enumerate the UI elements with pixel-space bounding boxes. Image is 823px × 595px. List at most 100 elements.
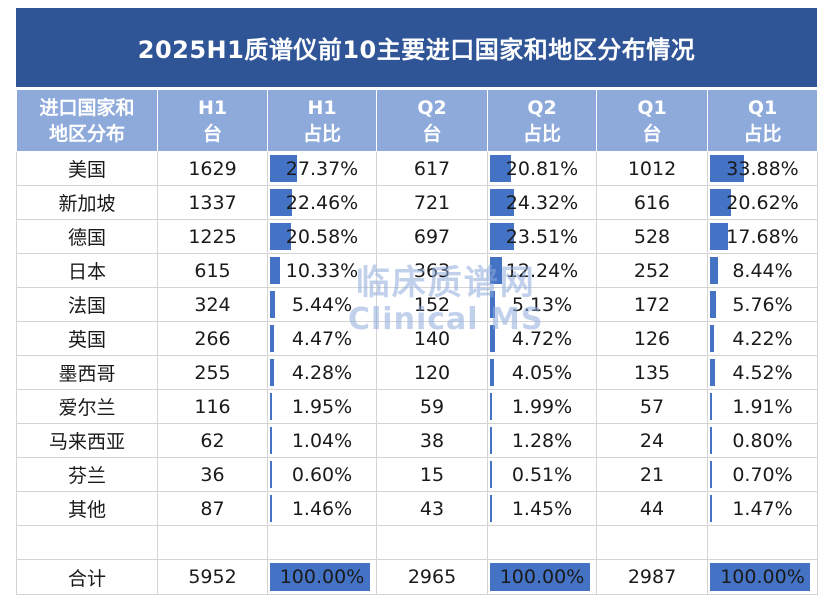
- table-row: 日本 615 10.33% 363 12.24% 252 8.44%: [16, 253, 818, 288]
- q1-pct-bar: [710, 257, 718, 284]
- table-row: 爱尔兰 116 1.95% 59 1.99% 57 1.91%: [16, 389, 818, 424]
- q2-units-cell: 2965: [376, 559, 488, 595]
- header-q2-share: Q2 占比: [487, 89, 597, 152]
- q2-pct-value: 0.51%: [511, 463, 573, 486]
- q2-pct-cell: 100.00%: [487, 559, 597, 595]
- total-row: 合计 5952 100.00% 2965 100.00% 2987 100.00%: [16, 559, 818, 595]
- region-cell: 法国: [16, 287, 158, 322]
- table-row: 德国 1225 20.58% 697 23.51% 528 17.68%: [16, 219, 818, 254]
- h1-pct-cell: 5.44%: [267, 287, 377, 322]
- region-cell: 马来西亚: [16, 423, 158, 458]
- q2-pct-cell: 20.81%: [487, 151, 597, 186]
- q2-pct-value: 4.72%: [511, 327, 573, 350]
- q2-pct-cell: 0.51%: [487, 457, 597, 492]
- q1-pct-bar: [710, 427, 712, 454]
- q2-units-cell: 59: [376, 389, 488, 424]
- q1-pct-value: 20.62%: [726, 191, 799, 214]
- q2-pct-cell: 1.45%: [487, 491, 597, 526]
- q1-units-cell: 44: [596, 491, 708, 526]
- q1-pct-value: 0.70%: [732, 463, 793, 486]
- h1-pct-cell: 10.33%: [267, 253, 377, 288]
- q2-pct-bar: [490, 393, 492, 420]
- header-h1-units: H1 台: [157, 89, 268, 152]
- table-row: 法国 324 5.44% 152 5.13% 172 5.76%: [16, 287, 818, 322]
- h1-pct-cell: 0.60%: [267, 457, 377, 492]
- h1-pct-value: 1.04%: [291, 429, 353, 452]
- region-cell: 日本: [16, 253, 158, 288]
- table-row: 墨西哥 255 4.28% 120 4.05% 135 4.52%: [16, 355, 818, 390]
- q2-pct-cell: 4.72%: [487, 321, 597, 356]
- h1-units-cell: 36: [157, 457, 268, 492]
- blank-cell: [487, 525, 597, 560]
- q2-pct-bar: [490, 495, 492, 522]
- q1-pct-bar: [710, 155, 744, 182]
- q1-units-cell: 172: [596, 287, 708, 322]
- q1-units-cell: 528: [596, 219, 708, 254]
- q1-pct-cell: 8.44%: [707, 253, 818, 288]
- region-cell: 德国: [16, 219, 158, 254]
- h1-units-cell: 266: [157, 321, 268, 356]
- h1-pct-value: 4.47%: [291, 327, 353, 350]
- h1-pct-bar: [270, 291, 275, 318]
- q2-units-cell: 15: [376, 457, 488, 492]
- table-row: 马来西亚 62 1.04% 38 1.28% 24 0.80%: [16, 423, 818, 458]
- table-row: 其他 87 1.46% 43 1.45% 44 1.47%: [16, 491, 818, 526]
- q2-pct-bar: [490, 359, 494, 386]
- q2-pct-cell: 4.05%: [487, 355, 597, 390]
- h1-pct-bar: [270, 427, 272, 454]
- h1-units-cell: 5952: [157, 559, 268, 595]
- q1-pct-value: 33.88%: [726, 157, 799, 180]
- h1-pct-value: 0.60%: [291, 463, 353, 486]
- q1-pct-bar: [710, 359, 715, 386]
- q1-pct-cell: 100.00%: [707, 559, 818, 595]
- q2-pct-cell: 24.32%: [487, 185, 597, 220]
- q1-pct-cell: 17.68%: [707, 219, 818, 254]
- q2-pct-cell: 1.99%: [487, 389, 597, 424]
- h1-pct-value: 20.58%: [285, 225, 359, 248]
- q1-pct-cell: 33.88%: [707, 151, 818, 186]
- q1-units-cell: 57: [596, 389, 708, 424]
- q2-pct-value: 1.45%: [511, 497, 573, 520]
- h1-pct-bar: [270, 189, 292, 216]
- q2-pct-bar: [490, 223, 514, 250]
- q1-pct-bar: [710, 223, 728, 250]
- q2-units-cell: 43: [376, 491, 488, 526]
- h1-pct-value: 10.33%: [285, 259, 359, 282]
- q1-units-cell: 126: [596, 321, 708, 356]
- header-q2-units: Q2 台: [376, 89, 488, 152]
- h1-pct-cell: 100.00%: [267, 559, 377, 595]
- h1-pct-cell: 4.28%: [267, 355, 377, 390]
- q2-units-cell: 38: [376, 423, 488, 458]
- h1-pct-value: 1.95%: [291, 395, 353, 418]
- q2-units-cell: 697: [376, 219, 488, 254]
- h1-units-cell: 1337: [157, 185, 268, 220]
- h1-pct-cell: 20.58%: [267, 219, 377, 254]
- table-row: 美国 1629 27.37% 617 20.81% 1012 33.88%: [16, 151, 818, 186]
- h1-pct-value: 4.28%: [291, 361, 353, 384]
- region-cell: 芬兰: [16, 457, 158, 492]
- q2-units-cell: 363: [376, 253, 488, 288]
- q1-pct-value: 8.44%: [732, 259, 793, 282]
- q1-pct-bar: [710, 189, 731, 216]
- q2-pct-cell: 23.51%: [487, 219, 597, 254]
- blank-cell: [16, 525, 158, 560]
- q2-pct-bar: [490, 427, 492, 454]
- q2-pct-cell: 5.13%: [487, 287, 597, 322]
- q1-pct-value: 0.80%: [732, 429, 793, 452]
- q1-pct-cell: 4.52%: [707, 355, 818, 390]
- header-region: 进口国家和 地区分布: [16, 89, 158, 152]
- q2-units-cell: 721: [376, 185, 488, 220]
- table-row: 英国 266 4.47% 140 4.72% 126 4.22%: [16, 321, 818, 356]
- q1-pct-cell: 0.70%: [707, 457, 818, 492]
- h1-pct-value: 22.46%: [285, 191, 359, 214]
- blank-row: [16, 525, 818, 560]
- h1-units-cell: 255: [157, 355, 268, 390]
- h1-units-cell: 116: [157, 389, 268, 424]
- h1-pct-bar: [270, 325, 274, 352]
- q2-pct-bar: [490, 189, 514, 216]
- q1-pct-cell: 4.22%: [707, 321, 818, 356]
- q2-units-cell: 152: [376, 287, 488, 322]
- q2-pct-value: 23.51%: [505, 225, 579, 248]
- q1-pct-value: 17.68%: [726, 225, 799, 248]
